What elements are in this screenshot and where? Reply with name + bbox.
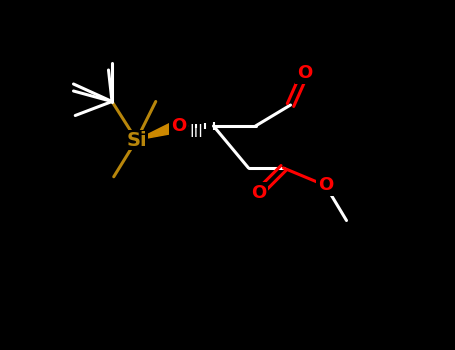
Polygon shape bbox=[136, 120, 181, 140]
Text: O: O bbox=[318, 176, 333, 195]
Text: O: O bbox=[171, 117, 186, 135]
Text: |||: ||| bbox=[189, 124, 203, 137]
Text: O: O bbox=[297, 64, 312, 83]
Text: Si: Si bbox=[126, 131, 147, 149]
Text: O: O bbox=[251, 183, 267, 202]
